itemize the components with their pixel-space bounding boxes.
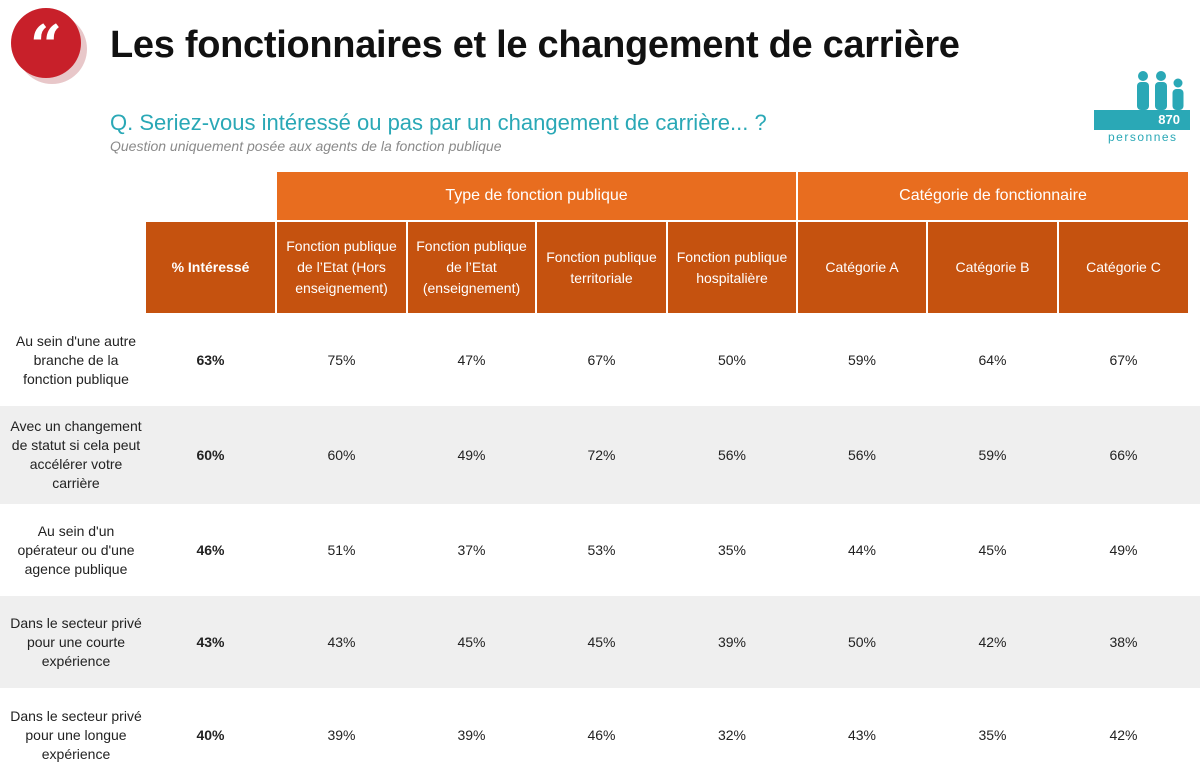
- table-cell: 43%: [847, 727, 877, 743]
- table-cell: 47%: [457, 352, 486, 368]
- table-cell: 43%: [327, 634, 356, 650]
- table-cell: 60%: [196, 447, 225, 463]
- table-cell: 46%: [587, 727, 616, 743]
- table-cell: 35%: [717, 542, 747, 558]
- table-cell: 45%: [457, 634, 486, 650]
- table-row: Dans le secteur privé pour une longue ex…: [0, 688, 1200, 782]
- table-cell: 39%: [327, 727, 356, 743]
- table-cell: 59%: [847, 352, 877, 368]
- question-text: Q. Seriez-vous intéressé ou pas par un c…: [110, 110, 767, 135]
- table-cell: 39%: [717, 634, 747, 650]
- column-header-fpe-hors-enseignement: Fonction publique de l’Etat (Hors enseig…: [277, 222, 406, 313]
- table-cell: 44%: [847, 542, 877, 558]
- row-label: Dans le secteur privé pour une longue ex…: [10, 707, 142, 762]
- table-cell: 32%: [717, 727, 747, 743]
- table-cell: 46%: [196, 542, 225, 558]
- sample-label: personnes: [1108, 130, 1178, 144]
- column-header-hospitaliere: Fonction publique hospitalière: [668, 222, 796, 313]
- table-cell: 45%: [587, 634, 616, 650]
- table-cell: 35%: [978, 727, 1007, 743]
- people-icon: [1137, 71, 1184, 110]
- column-header-categorie-b: Catégorie B: [928, 222, 1057, 313]
- table-cell: 43%: [196, 634, 225, 650]
- table-cell: 64%: [978, 352, 1007, 368]
- column-header-fpe-enseignement: Fonction publique de l’Etat (enseignemen…: [408, 222, 535, 313]
- table-cell: 67%: [1109, 352, 1138, 368]
- column-header-categorie-a: Catégorie A: [798, 222, 926, 313]
- table-row: Au sein d'une autre branche de la foncti…: [0, 314, 1200, 406]
- page-title: Les fonctionnaires et le changement de c…: [110, 24, 960, 66]
- table-cell: 63%: [196, 352, 225, 368]
- table-cell: 56%: [717, 447, 747, 463]
- row-label: Dans le secteur privé pour une courte ex…: [10, 614, 142, 669]
- column-header-interesse: % Intéressé: [146, 222, 275, 313]
- table-row: Avec un changement de statut si cela peu…: [0, 406, 1200, 504]
- row-label: Au sein d'une autre branche de la foncti…: [15, 332, 137, 387]
- table-cell: 49%: [457, 447, 486, 463]
- sample-size-badge: 870 personnes: [1094, 70, 1190, 146]
- table-cell: 42%: [1109, 727, 1138, 743]
- table-cell: 51%: [327, 542, 356, 558]
- sample-count: 870: [1158, 112, 1180, 127]
- table-cell: 42%: [978, 634, 1007, 650]
- row-label: Avec un changement de statut si cela peu…: [10, 418, 142, 491]
- group-header-type: Type de fonction publique: [277, 172, 796, 220]
- table-row: Dans le secteur privé pour une courte ex…: [0, 596, 1200, 688]
- question-note: Question uniquement posée aux agents de …: [110, 138, 502, 154]
- row-label: Au sein d'un opérateur ou d'une agence p…: [17, 522, 135, 577]
- table-cell: 60%: [327, 447, 356, 463]
- table-cell: 49%: [1109, 542, 1138, 558]
- table-row: Au sein d'un opérateur ou d'une agence p…: [0, 504, 1200, 596]
- table-cell: 53%: [587, 542, 616, 558]
- table-cell: 37%: [457, 542, 486, 558]
- table-cell: 72%: [587, 447, 616, 463]
- table-cell: 56%: [847, 447, 877, 463]
- column-header-categorie-c: Catégorie C: [1059, 222, 1188, 313]
- table-cell: 40%: [196, 727, 225, 743]
- table-cell: 38%: [1109, 634, 1138, 650]
- table-cell: 50%: [847, 634, 877, 650]
- column-header-territoriale: Fonction publique territoriale: [537, 222, 666, 313]
- table-cell: 50%: [717, 352, 747, 368]
- table-cell: 45%: [978, 542, 1007, 558]
- group-header-categorie: Catégorie de fonctionnaire: [798, 172, 1188, 220]
- table-cell: 66%: [1109, 447, 1138, 463]
- table-cell: 39%: [457, 727, 486, 743]
- quote-icon: “: [11, 8, 81, 78]
- table-cell: 59%: [978, 447, 1007, 463]
- table-cell: 67%: [587, 352, 616, 368]
- table-cell: 75%: [327, 352, 356, 368]
